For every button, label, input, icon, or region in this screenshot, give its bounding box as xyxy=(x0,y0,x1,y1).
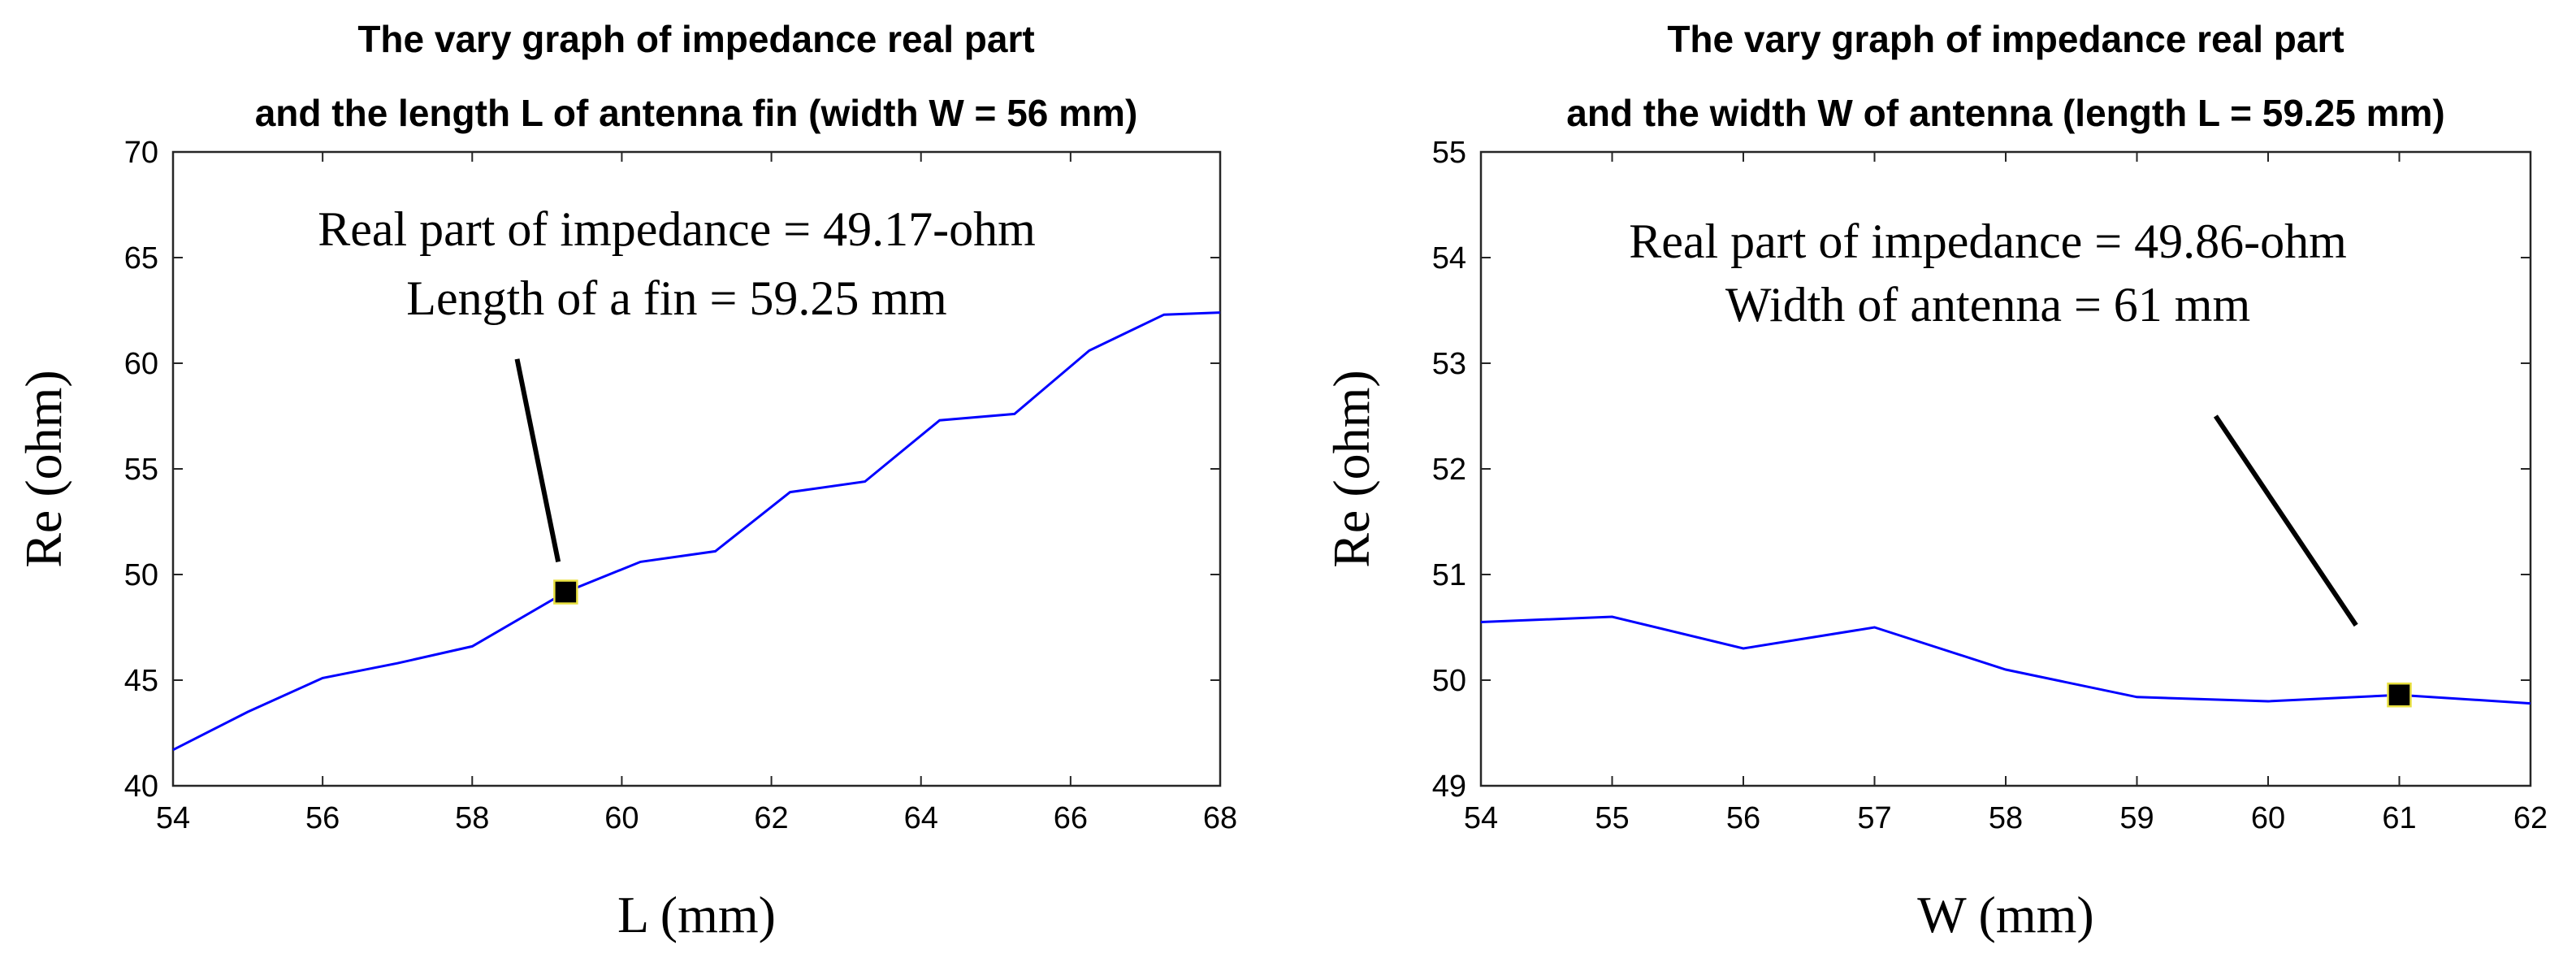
annotation-pointer-line xyxy=(2213,414,2358,627)
y-tick-label: 40 xyxy=(124,770,158,804)
x-tick-label: 60 xyxy=(2251,801,2285,835)
x-tick-label: 57 xyxy=(1857,801,1891,835)
x-tick-label: 56 xyxy=(305,801,340,835)
x-tick-label: 55 xyxy=(1595,801,1629,835)
chart-title-line: The vary graph of impedance real part xyxy=(357,18,1034,60)
data-series-line xyxy=(172,311,1221,752)
plot-area xyxy=(1479,150,2532,787)
y-tick-label: 50 xyxy=(1432,664,1466,698)
data-marker xyxy=(2387,682,2412,708)
x-tick-label: 62 xyxy=(2513,801,2548,835)
annotation-text-line: Real part of impedance = 49.17-ohm xyxy=(318,202,1036,256)
x-tick-label: 58 xyxy=(455,801,489,835)
plot-area xyxy=(171,150,1222,787)
y-tick-label: 45 xyxy=(124,664,158,698)
chart-2: The vary graph of impedance real part and… xyxy=(1323,18,2548,943)
y-axis-label: Re (ohm) xyxy=(15,370,72,568)
y-tick-label: 53 xyxy=(1432,347,1466,381)
x-tick-label: 59 xyxy=(2119,801,2154,835)
y-axis-label: Re (ohm) xyxy=(1323,370,1380,568)
x-tick-label: 54 xyxy=(156,801,190,835)
x-axis-label: W (mm) xyxy=(1917,886,2093,943)
y-tick-label: 49 xyxy=(1432,770,1466,804)
annotation-pointer-line xyxy=(514,358,561,562)
data-series-line xyxy=(1480,615,2531,705)
x-tick-label: 54 xyxy=(1464,801,1498,835)
chart-title-line: and the width W of antenna (length L = 5… xyxy=(1566,92,2445,134)
annotation-text-line: Real part of impedance = 49.86-ohm xyxy=(1629,215,2347,268)
x-tick-label: 56 xyxy=(1726,801,1760,835)
y-tick-label: 60 xyxy=(124,347,158,381)
y-tick-label: 54 xyxy=(1432,241,1466,275)
chart-title-line: The vary graph of impedance real part xyxy=(1667,18,2344,60)
x-tick-label: 66 xyxy=(1054,801,1088,835)
x-axis-label: L (mm) xyxy=(617,886,776,943)
x-tick-label: 64 xyxy=(904,801,938,835)
y-tick-label: 65 xyxy=(124,241,158,275)
x-tick-label: 61 xyxy=(2382,801,2416,835)
y-tick-label: 55 xyxy=(1432,136,1466,170)
y-tick-label: 55 xyxy=(124,453,158,487)
y-tick-label: 51 xyxy=(1432,558,1466,592)
annotation-text-line: Length of a fin = 59.25 mm xyxy=(406,271,946,325)
annotation-text-line: Width of antenna = 61 mm xyxy=(1725,278,2250,332)
x-tick-label: 58 xyxy=(1989,801,2023,835)
x-tick-label: 62 xyxy=(754,801,788,835)
chart-title-line: and the length L of antenna fin (width W… xyxy=(255,92,1138,134)
chart-1: The vary graph of impedance real part and… xyxy=(15,18,1237,943)
y-tick-label: 52 xyxy=(1432,453,1466,487)
data-marker xyxy=(553,579,578,605)
y-tick-label: 50 xyxy=(124,558,158,592)
y-tick-label: 70 xyxy=(124,136,158,170)
x-tick-label: 60 xyxy=(604,801,639,835)
x-tick-label: 68 xyxy=(1203,801,1237,835)
